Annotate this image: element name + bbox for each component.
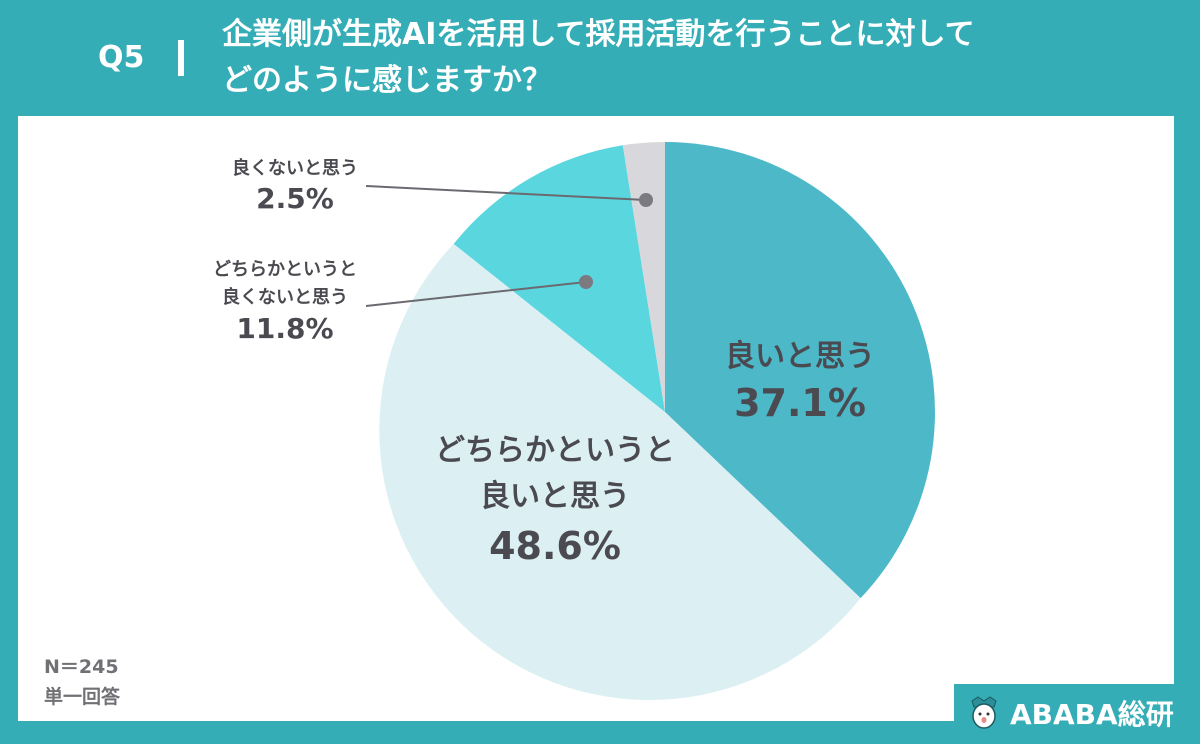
label-good: 良いと思う 37.1%	[725, 339, 875, 425]
page-title: 企業側が生成AIを活用して採用活動を行うことに対して どのように感じますか？	[222, 12, 975, 104]
question-number: Q5	[98, 40, 145, 75]
slice-bad	[622, 141, 665, 412]
label-somewhat-bad: どちらかというと 良くないと思う 11.8%	[213, 259, 357, 345]
label-bad: 良くないと思う 2.5%	[232, 158, 358, 215]
title-line-1: 企業側が生成AIを活用して採用活動を行うことに対して	[222, 17, 975, 52]
sample-size: N＝245	[44, 656, 119, 678]
header: Q5 企業側が生成AIを活用して採用活動を行うことに対して どのように感じますか…	[0, 0, 1200, 116]
footer-note: N＝245 単一回答	[44, 652, 120, 712]
slice-somewhat-bad	[453, 145, 665, 413]
leader-line-bad	[365, 185, 647, 201]
slice-somewhat-good	[379, 243, 861, 701]
alpaca-mascot-icon	[971, 696, 997, 729]
title-line-2: どのように感じますか？	[222, 63, 552, 98]
brand-name: ABABA総研	[1010, 698, 1174, 731]
divider-bar	[178, 40, 184, 76]
leader-dot-somewhat-bad	[579, 275, 593, 289]
leader-line-somewhat-bad	[365, 281, 587, 307]
answer-type: 単一回答	[44, 686, 121, 708]
brand-logo: ABABA総研	[954, 684, 1174, 742]
label-somewhat-good: どちらかというと 良いと思う 48.6%	[435, 433, 675, 568]
leader-dot-bad	[639, 193, 653, 207]
slice-good	[665, 142, 935, 599]
